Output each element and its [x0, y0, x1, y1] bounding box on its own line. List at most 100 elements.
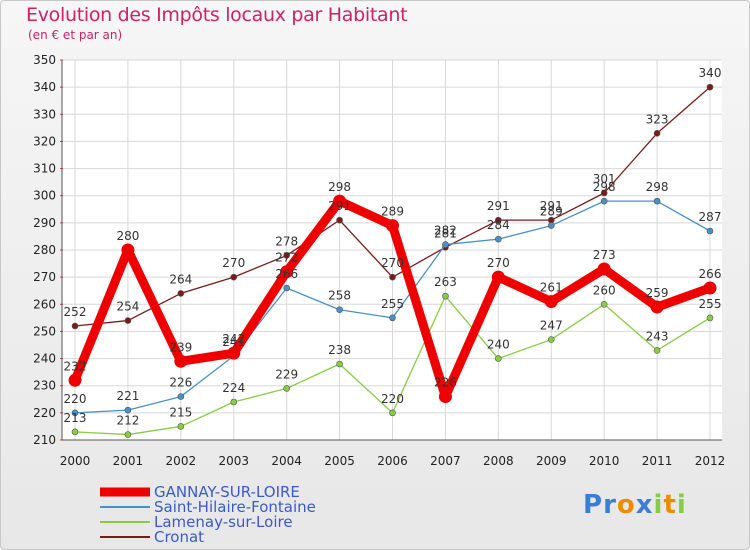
- data-point: [706, 83, 714, 91]
- data-label: 298: [593, 180, 616, 194]
- data-label: 291: [328, 199, 351, 213]
- data-label: 291: [540, 199, 563, 213]
- data-label: 241: [222, 335, 245, 349]
- logo-letter: x: [635, 490, 654, 520]
- data-label: 224: [222, 381, 245, 395]
- x-tick-label: 2007: [430, 454, 461, 468]
- data-label: 289: [540, 205, 563, 219]
- x-tick-label: 2012: [695, 454, 726, 468]
- x-tick-label: 2003: [218, 454, 249, 468]
- y-tick-label: 230: [33, 379, 56, 393]
- data-point: [283, 385, 290, 392]
- data-label: 264: [169, 272, 192, 286]
- data-label: 282: [434, 224, 457, 238]
- data-point: [336, 216, 343, 224]
- logo-letter: o: [616, 490, 636, 520]
- logo-letter: i: [676, 490, 687, 520]
- data-label: 287: [699, 210, 722, 224]
- y-tick-label: 330: [33, 107, 56, 121]
- data-point: [442, 241, 449, 248]
- data-point: [597, 262, 611, 276]
- logo-letter: i: [653, 490, 664, 520]
- data-point: [438, 390, 452, 404]
- data-label: 254: [116, 300, 139, 314]
- data-point: [547, 222, 555, 229]
- data-point: [71, 428, 79, 436]
- data-point: [121, 243, 135, 257]
- data-point: [600, 197, 608, 205]
- data-label: 261: [540, 281, 563, 295]
- y-tick-label: 340: [33, 80, 56, 94]
- logo-letter: r: [603, 490, 617, 520]
- data-point: [495, 216, 502, 224]
- x-tick-label: 2004: [271, 454, 302, 468]
- data-point: [703, 281, 717, 295]
- data-label: 340: [699, 66, 722, 80]
- logo-letter: t: [663, 490, 677, 520]
- y-tick-label: 250: [33, 324, 56, 338]
- data-label: 284: [487, 218, 510, 232]
- y-tick-label: 310: [33, 162, 56, 176]
- data-label: 301: [593, 172, 616, 186]
- x-tick-label: 2002: [166, 454, 197, 468]
- y-tick-label: 300: [33, 189, 56, 203]
- data-point: [283, 284, 290, 292]
- data-point: [389, 314, 396, 322]
- data-point: [547, 336, 555, 343]
- data-point: [495, 235, 502, 243]
- data-point: [124, 431, 132, 438]
- data-label: 239: [169, 340, 192, 354]
- legend-entry: GANNAY-SUR-LOIRE: [154, 483, 300, 501]
- y-tick-label: 280: [33, 243, 56, 257]
- data-point: [650, 300, 664, 314]
- data-label: 259: [646, 286, 669, 300]
- data-label: 242: [222, 332, 245, 346]
- x-tick-label: 2010: [589, 454, 620, 468]
- data-point: [280, 265, 294, 279]
- data-point: [653, 129, 661, 137]
- data-point: [386, 219, 399, 233]
- logo-letter: P: [583, 490, 604, 520]
- data-point: [653, 347, 661, 354]
- data-label: 255: [699, 297, 722, 311]
- data-point: [544, 295, 558, 309]
- data-label: 260: [593, 283, 616, 297]
- data-label: 281: [434, 226, 457, 240]
- data-point: [124, 406, 132, 414]
- y-tick-label: 270: [33, 270, 56, 284]
- legend-entry: Cronat: [154, 528, 204, 546]
- data-label: 289: [381, 205, 404, 219]
- data-point: [706, 314, 714, 322]
- data-point: [177, 290, 185, 297]
- data-point: [336, 306, 343, 314]
- x-tick-label: 2011: [642, 454, 673, 468]
- proxiti-logo: Proxiti: [583, 490, 687, 520]
- data-label: 232: [64, 359, 87, 373]
- y-tick-label: 320: [33, 134, 56, 148]
- y-tick-label: 210: [33, 433, 56, 447]
- data-label: 272: [275, 251, 298, 265]
- x-tick-label: 2006: [377, 454, 408, 468]
- data-point: [124, 317, 132, 324]
- data-label: 243: [646, 329, 669, 343]
- data-label: 226: [169, 376, 192, 390]
- data-label: 298: [646, 180, 669, 194]
- data-point: [227, 346, 241, 360]
- data-label: 266: [699, 267, 722, 281]
- data-label: 263: [434, 275, 457, 289]
- data-label: 252: [64, 305, 87, 319]
- data-label: 270: [487, 256, 510, 270]
- data-point: [68, 373, 82, 387]
- data-label: 215: [169, 405, 192, 419]
- x-tick-label: 2005: [324, 454, 355, 468]
- data-label: 220: [64, 392, 87, 406]
- legend-entry: Lamenay-sur-Loire: [154, 513, 293, 531]
- data-label: 298: [328, 180, 351, 194]
- data-label: 270: [381, 256, 404, 270]
- data-label: 255: [381, 297, 404, 311]
- y-tick-label: 220: [33, 406, 56, 420]
- data-point: [71, 322, 79, 330]
- data-label: 258: [328, 289, 351, 303]
- data-point: [283, 252, 290, 259]
